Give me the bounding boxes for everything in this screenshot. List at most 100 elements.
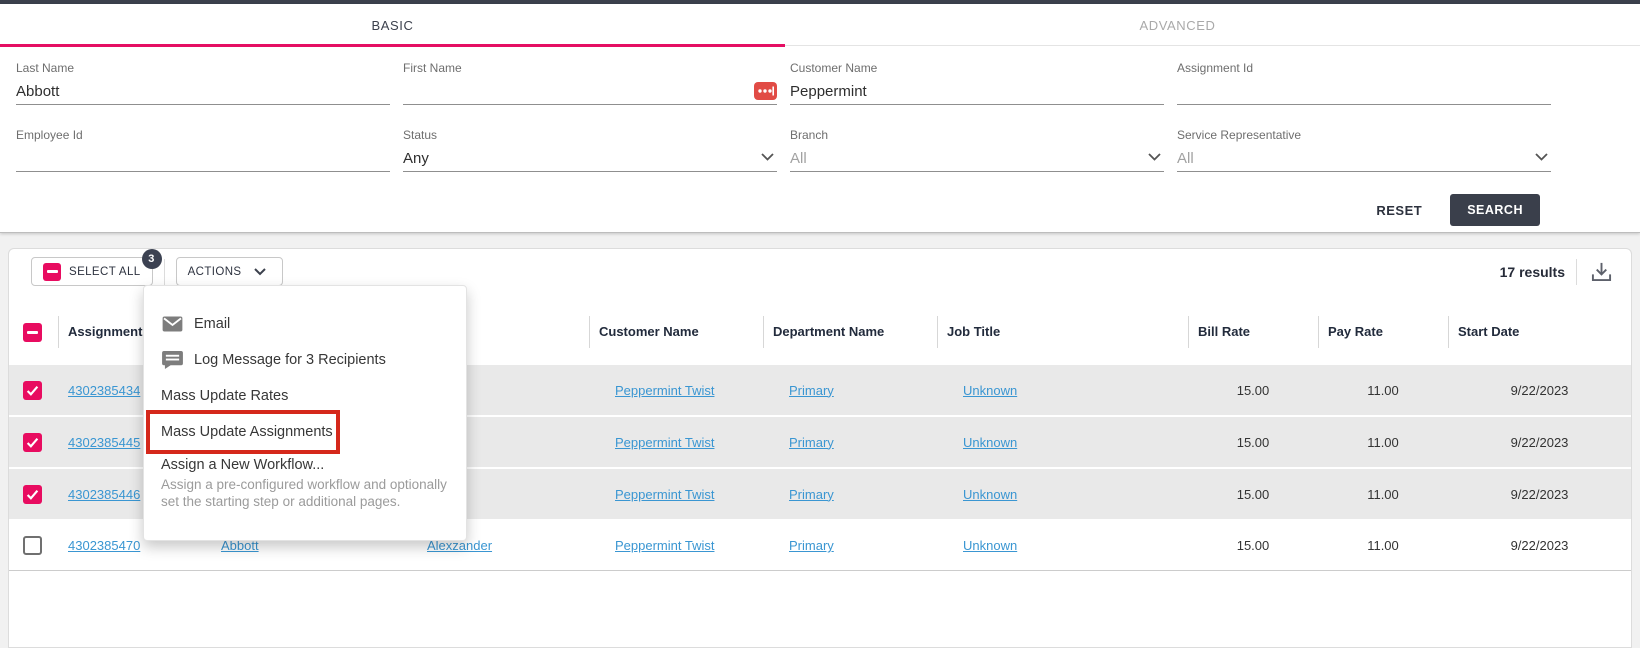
start-date-value: 9/22/2023: [1510, 486, 1569, 502]
header-checkbox-indeterminate[interactable]: [23, 322, 42, 342]
menu-item-mass-update-assignments[interactable]: Mass Update Assignments: [144, 414, 466, 450]
bill-rate-value: 15.00: [1236, 382, 1270, 398]
row-checkbox-checked[interactable]: [23, 432, 42, 452]
last-name-input[interactable]: Abbott: [16, 83, 60, 100]
customer-name-input[interactable]: Peppermint: [790, 83, 867, 100]
first-name-link[interactable]: Alexzander: [427, 538, 493, 553]
chevron-down-icon: [761, 148, 774, 166]
select-all-button[interactable]: SELECT ALL 3: [31, 249, 162, 286]
results-toolbar: SELECT ALL 3 ACTIONS 17 results: [9, 249, 1631, 287]
pay-rate-value: 11.00: [1367, 486, 1399, 502]
start-date-value: 9/22/2023: [1510, 382, 1569, 398]
toolbar-divider: [163, 258, 165, 285]
service-representative-select[interactable]: Service Representative All: [1177, 128, 1551, 172]
service-representative-label: Service Representative: [1177, 128, 1302, 142]
status-label: Status: [403, 128, 438, 142]
menu-item-label: Email: [194, 316, 231, 332]
row-checkbox-checked[interactable]: [23, 380, 42, 400]
pay-rate-value: 11.00: [1367, 538, 1399, 553]
assignment-id-link[interactable]: 4302385470: [68, 538, 141, 553]
job-title-link[interactable]: Unknown: [963, 382, 1018, 398]
assignment-id-link[interactable]: 4302385446: [68, 486, 141, 502]
menu-item-assign-new-workflow[interactable]: Assign a New Workflow... Assign a pre-co…: [144, 450, 466, 510]
table-header-row: Assignment Id Customer Name Department N…: [9, 299, 1631, 365]
actions-dropdown-menu: Email Log Message for 3 Recipients Mass …: [143, 285, 467, 541]
menu-item-label: Mass Update Assignments: [161, 424, 333, 440]
select-all-label: SELECT ALL: [69, 265, 141, 278]
customer-name-link[interactable]: Peppermint Twist: [615, 486, 715, 502]
bill-rate-value: 15.00: [1236, 486, 1270, 502]
customer-name-link[interactable]: Peppermint Twist: [615, 434, 715, 450]
department-name-link[interactable]: Primary: [789, 382, 834, 398]
col-header-pay-rate[interactable]: Pay Rate: [1318, 316, 1448, 348]
search-form: Last Name Abbott First Name Customer Nam…: [0, 46, 1640, 172]
table-row: 4302385470 Abbott Alexzander Peppermint …: [9, 521, 1631, 571]
bill-rate-value: 15.00: [1236, 434, 1270, 450]
menu-item-log-message[interactable]: Log Message for 3 Recipients: [144, 342, 466, 378]
menu-item-mass-update-rates[interactable]: Mass Update Rates: [144, 378, 466, 414]
assignment-id-link[interactable]: 4302385445: [68, 434, 141, 450]
employee-id-label: Employee Id: [16, 128, 83, 142]
menu-item-label: Log Message for 3 Recipients: [194, 352, 386, 368]
start-date-value: 9/22/2023: [1510, 538, 1569, 553]
job-title-link[interactable]: Unknown: [963, 486, 1018, 502]
row-checkbox-checked[interactable]: [23, 484, 42, 504]
menu-item-description: Assign a pre-configured workflow and opt…: [161, 477, 447, 509]
tab-bar: BASIC ADVANCED: [0, 4, 1640, 47]
menu-item-email[interactable]: Email: [144, 306, 466, 342]
tab-basic[interactable]: BASIC: [0, 4, 785, 47]
lookup-ellipsis-icon[interactable]: [754, 82, 777, 100]
status-select[interactable]: Status Any: [403, 128, 777, 172]
chevron-down-icon: [1535, 148, 1548, 166]
message-icon: [161, 351, 183, 369]
results-count: 17 results: [1499, 263, 1565, 280]
service-representative-value: All: [1177, 150, 1194, 167]
chevron-down-icon: [249, 267, 271, 276]
job-title-link[interactable]: Unknown: [963, 434, 1018, 450]
actions-label: ACTIONS: [187, 265, 242, 278]
branch-value: All: [790, 150, 807, 167]
status-value: Any: [403, 150, 429, 167]
employee-id-field[interactable]: Employee Id: [16, 128, 390, 172]
tab-advanced[interactable]: ADVANCED: [1139, 17, 1216, 33]
actions-button[interactable]: ACTIONS: [175, 257, 284, 286]
job-title-link[interactable]: Unknown: [963, 538, 1018, 553]
toolbar-divider: [1576, 258, 1577, 285]
col-header-start-date[interactable]: Start Date: [1448, 316, 1631, 348]
search-button[interactable]: SEARCH: [1450, 194, 1540, 226]
last-name-field[interactable]: Last Name Abbott: [16, 61, 390, 105]
assignment-id-field[interactable]: Assignment Id: [1177, 61, 1551, 105]
branch-label: Branch: [790, 128, 829, 142]
bill-rate-value: 15.00: [1236, 538, 1270, 553]
col-header-customer-name[interactable]: Customer Name: [589, 316, 763, 348]
customer-name-label: Customer Name: [790, 61, 878, 75]
row-checkbox-unchecked[interactable]: [23, 536, 42, 555]
customer-name-link[interactable]: Peppermint Twist: [615, 382, 715, 398]
assignment-id-link[interactable]: 4302385434: [68, 382, 141, 398]
email-icon: [161, 316, 183, 332]
first-name-field[interactable]: First Name: [403, 61, 777, 105]
download-button[interactable]: [1588, 259, 1615, 284]
col-header-department-name[interactable]: Department Name: [763, 316, 937, 348]
chevron-down-icon: [1148, 148, 1161, 166]
col-header-assignment-id[interactable]: Assignment Id: [58, 316, 211, 348]
assignment-id-label: Assignment Id: [1177, 61, 1254, 75]
col-header-bill-rate[interactable]: Bill Rate: [1188, 316, 1318, 348]
customer-name-field[interactable]: Customer Name Peppermint: [790, 61, 1164, 105]
top-border-bar: [0, 0, 1640, 4]
customer-name-link[interactable]: Peppermint Twist: [615, 538, 715, 553]
pay-rate-value: 11.00: [1367, 434, 1399, 450]
branch-select[interactable]: Branch All: [790, 128, 1164, 172]
download-icon: [1591, 262, 1612, 282]
department-name-link[interactable]: Primary: [789, 486, 834, 502]
select-all-checkbox-indeterminate[interactable]: [43, 262, 61, 281]
department-name-link[interactable]: Primary: [789, 434, 834, 450]
menu-item-label: Assign a New Workflow...: [161, 457, 325, 473]
department-name-link[interactable]: Primary: [789, 538, 834, 553]
first-name-label: First Name: [403, 61, 462, 75]
selected-count-badge: 3: [141, 249, 162, 269]
reset-button[interactable]: RESET: [1376, 202, 1423, 218]
last-name-link[interactable]: Abbott: [221, 538, 259, 553]
col-header-job-title[interactable]: Job Title: [937, 316, 1188, 348]
last-name-label: Last Name: [16, 61, 75, 75]
